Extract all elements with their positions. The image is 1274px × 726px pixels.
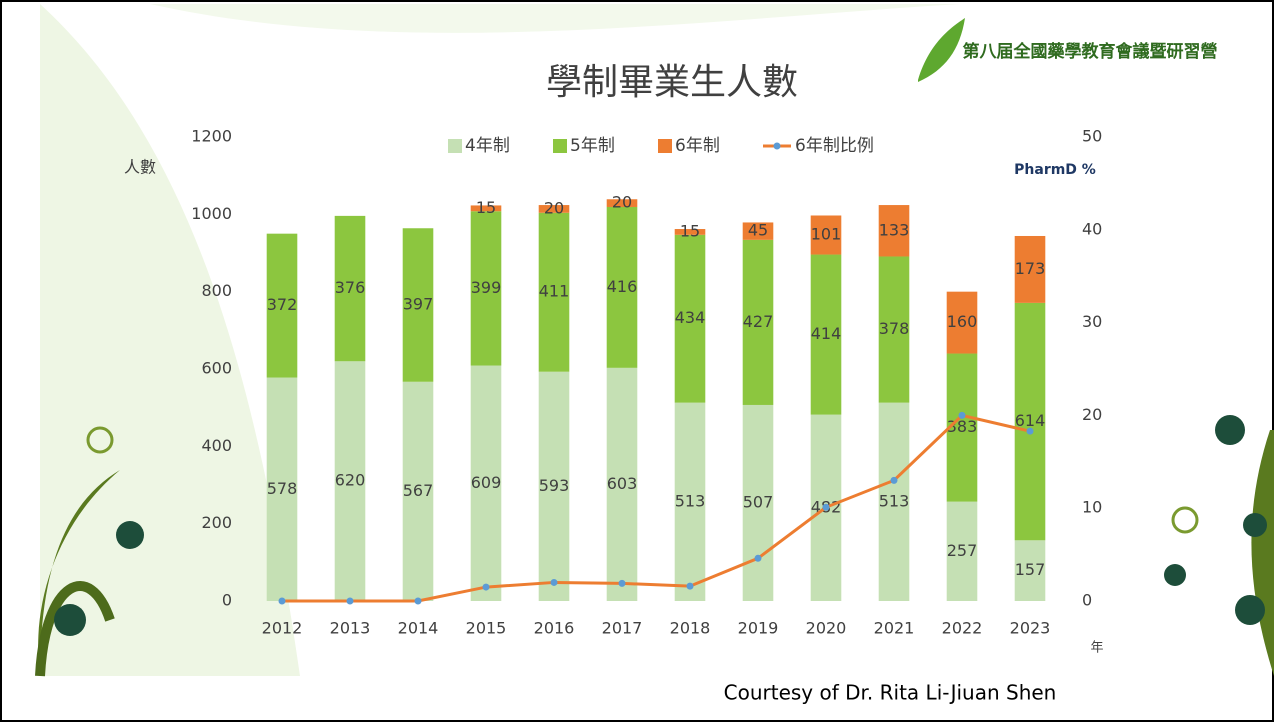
- ratio-marker: [687, 583, 694, 590]
- legend-swatch: [448, 139, 462, 153]
- ratio-marker: [823, 504, 830, 511]
- chart-title: 學制畢業生人數: [546, 62, 798, 103]
- x-tick-label: 2017: [602, 619, 643, 638]
- data-label: 593: [539, 476, 570, 495]
- data-label: 397: [403, 295, 434, 314]
- data-label: 609: [471, 473, 502, 492]
- legend-label: 6年制比例: [795, 136, 874, 156]
- ratio-marker: [619, 580, 626, 587]
- y2-tick-label: 0: [1082, 591, 1092, 610]
- data-label: 603: [607, 474, 638, 493]
- data-label: 507: [743, 492, 774, 511]
- data-label: 45: [748, 221, 768, 240]
- y-tick-label: 1200: [191, 127, 232, 146]
- x-tick-label: 2021: [874, 619, 915, 638]
- y2-tick-label: 40: [1082, 219, 1102, 238]
- data-label: 257: [947, 541, 978, 560]
- y-tick-label: 200: [201, 513, 232, 532]
- y-axis-label: 人數: [124, 158, 156, 177]
- x-tick-label: 2014: [398, 619, 439, 638]
- ratio-marker: [551, 579, 558, 586]
- data-label: 513: [879, 491, 910, 510]
- legend-swatch: [774, 143, 781, 150]
- x-tick-label: 2016: [534, 619, 575, 638]
- y2-axis-label: PharmD %: [1014, 162, 1096, 178]
- data-label: 376: [335, 278, 366, 297]
- data-label: 378: [879, 319, 910, 338]
- y-tick-label: 600: [201, 359, 232, 378]
- ratio-marker: [483, 584, 490, 591]
- legend-label: 4年制: [465, 136, 510, 156]
- y-tick-label: 800: [201, 281, 232, 300]
- y-tick-label: 0: [222, 591, 232, 610]
- header: 第八届全國藥學教育會議暨研習營: [963, 41, 1218, 62]
- x-tick-label: 2012: [262, 619, 303, 638]
- data-label: 15: [680, 221, 700, 240]
- legend-label: 5年制: [570, 136, 615, 156]
- ratio-marker: [279, 598, 286, 605]
- x-tick-label: 2022: [942, 619, 983, 638]
- data-label: 620: [335, 471, 366, 490]
- data-label: 133: [879, 220, 910, 239]
- ratio-marker: [959, 412, 966, 419]
- ratio-marker: [1027, 428, 1034, 435]
- data-label: 20: [612, 193, 632, 212]
- data-label: 513: [675, 491, 706, 510]
- y-tick-label: 400: [201, 436, 232, 455]
- x-tick-label: 2019: [738, 619, 779, 638]
- legend-swatch: [658, 139, 672, 153]
- x-tick-label: 2013: [330, 619, 371, 638]
- x-tick-label: 2023: [1010, 619, 1051, 638]
- ratio-marker: [347, 598, 354, 605]
- data-label: 434: [675, 308, 706, 327]
- data-label: 427: [743, 312, 774, 331]
- data-label: 160: [947, 312, 978, 331]
- y2-tick-label: 20: [1082, 405, 1102, 424]
- data-label: 15: [476, 198, 496, 217]
- ratio-marker: [415, 598, 422, 605]
- x-tick-label: 2015: [466, 619, 507, 638]
- ratio-marker: [891, 477, 898, 484]
- x-tick-label: 2020: [806, 619, 847, 638]
- data-label: 411: [539, 282, 570, 301]
- data-label: 414: [811, 324, 842, 343]
- data-label: 173: [1015, 259, 1046, 278]
- data-label: 567: [403, 481, 434, 500]
- data-label: 101: [811, 225, 842, 244]
- footer: Courtesy of Dr. Rita Li-Jiuan Shen: [724, 681, 1057, 705]
- ratio-marker: [755, 555, 762, 562]
- y2-tick-label: 10: [1082, 498, 1102, 517]
- y2-tick-label: 50: [1082, 127, 1102, 146]
- y2-tick-label: 30: [1082, 312, 1102, 331]
- legend-label: 6年制: [675, 136, 720, 156]
- data-label: 20: [544, 198, 564, 217]
- x-axis-label: 年: [1090, 641, 1103, 656]
- slide: 第八届全國藥學教育會議暨研習營 學制畢業生人數 人數 PharmD % 年 Co…: [0, 0, 1274, 722]
- legend-swatch: [553, 139, 567, 153]
- data-label: 157: [1015, 560, 1046, 579]
- data-label: 416: [607, 277, 638, 296]
- data-label: 578: [267, 479, 298, 498]
- y-tick-label: 1000: [191, 204, 232, 223]
- data-label: 372: [267, 295, 298, 314]
- x-tick-label: 2018: [670, 619, 711, 638]
- data-label: 399: [471, 278, 502, 297]
